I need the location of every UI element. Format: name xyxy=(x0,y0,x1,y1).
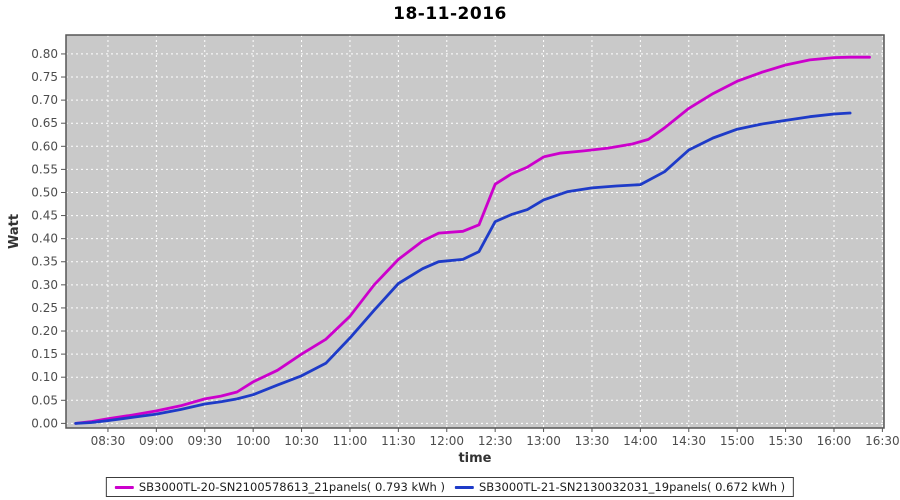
x-axis-label: time xyxy=(458,451,491,466)
legend-line-swatch xyxy=(114,485,134,489)
series-line-0 xyxy=(74,55,871,425)
y-tick-label: 0.70 xyxy=(31,93,58,107)
legend-item-0: SB3000TL-20-SN2100578613_21panels( 0.793… xyxy=(114,480,445,494)
series-line-1 xyxy=(74,111,852,425)
x-tick-label: 13:00 xyxy=(526,434,561,448)
legend-item-label: SB3000TL-21-SN2130032031_19panels( 0.672… xyxy=(479,480,786,494)
y-tick-label: 0.05 xyxy=(31,393,58,407)
y-axis-label: Watt xyxy=(7,214,22,249)
y-tick-label: 0.20 xyxy=(31,324,58,338)
x-tick-label: 14:30 xyxy=(671,434,706,448)
x-tick-label: 16:30 xyxy=(865,434,900,448)
y-tick-label: 0.80 xyxy=(31,47,58,61)
legend-item-label: SB3000TL-20-SN2100578613_21panels( 0.793… xyxy=(138,480,445,494)
x-tick-label: 09:30 xyxy=(187,434,222,448)
x-tick-label: 14:00 xyxy=(623,434,658,448)
y-tick-label: 0.30 xyxy=(31,278,58,292)
legend-item-1: SB3000TL-21-SN2130032031_19panels( 0.672… xyxy=(455,480,785,494)
x-tick-label: 09:00 xyxy=(139,434,174,448)
x-tick-label: 11:30 xyxy=(381,434,416,448)
x-tick-label: 11:00 xyxy=(333,434,368,448)
x-tick-label: 10:30 xyxy=(284,434,319,448)
y-tick-label: 0.60 xyxy=(31,139,58,153)
x-tick-label: 12:00 xyxy=(429,434,464,448)
y-tick-label: 0.55 xyxy=(31,162,58,176)
y-tick-label: 0.00 xyxy=(31,416,58,430)
y-tick-label: 0.25 xyxy=(31,301,58,315)
x-tick-label: 08:30 xyxy=(91,434,126,448)
x-tick-label: 12:30 xyxy=(478,434,513,448)
x-tick-label: 13:30 xyxy=(575,434,610,448)
x-tick-label: 10:00 xyxy=(236,434,271,448)
y-tick-label: 0.65 xyxy=(31,116,58,130)
y-tick-label: 0.35 xyxy=(31,255,58,269)
plot-background xyxy=(66,35,884,428)
y-tick-label: 0.40 xyxy=(31,232,58,246)
y-tick-label: 0.45 xyxy=(31,209,58,223)
plot-border xyxy=(65,34,885,429)
y-tick-label: 0.50 xyxy=(31,185,58,199)
y-tick-label: 0.15 xyxy=(31,347,58,361)
chart-title: 18-11-2016 xyxy=(393,4,507,24)
y-tick-label: 0.75 xyxy=(31,70,58,84)
plot-area[interactable]: 08:30 09:00 09:30 10:00 10:30 11:00 11:30 12:00… xyxy=(0,0,900,472)
x-tick-label: 16:00 xyxy=(817,434,852,448)
legend-line-swatch xyxy=(455,485,474,489)
x-tick-label: 15:00 xyxy=(720,434,755,448)
y-tick-label: 0.10 xyxy=(31,370,58,384)
x-tick-label: 15:30 xyxy=(768,434,803,448)
legend: SB3000TL-20-SN2100578613_21panels( 0.793… xyxy=(105,477,795,497)
